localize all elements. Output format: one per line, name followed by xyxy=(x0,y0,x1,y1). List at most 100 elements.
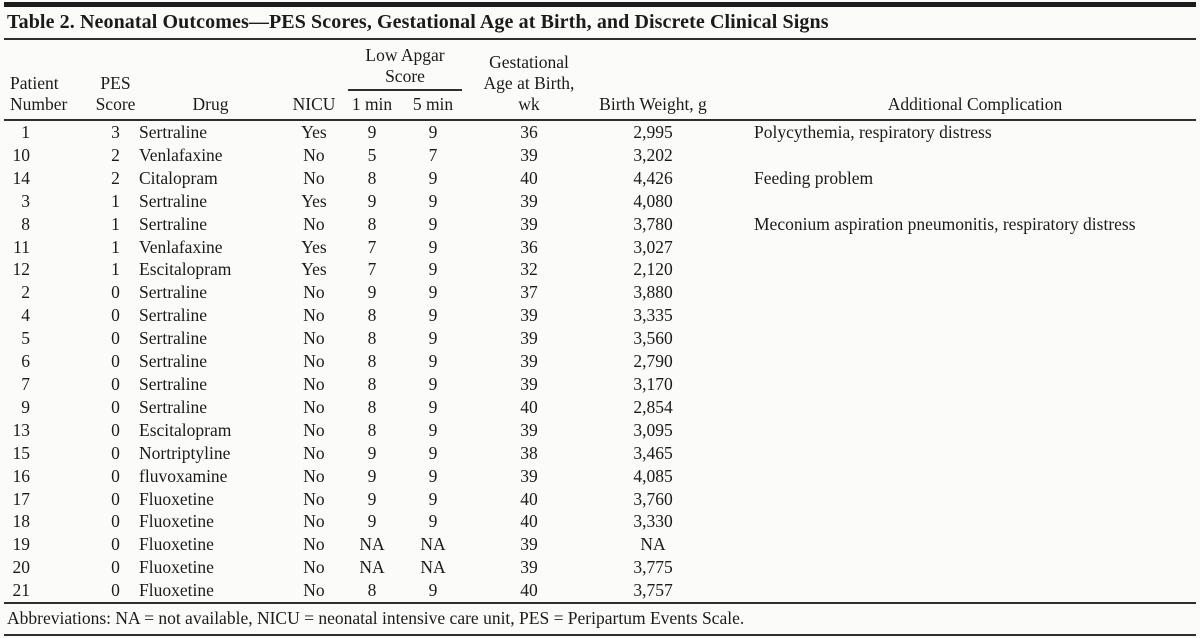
cell-apgar-1min: 9 xyxy=(367,465,377,486)
cell-apgar-1min: 8 xyxy=(367,351,377,372)
table-row: 4 0 Sertraline No 8 9 39 3,335 xyxy=(4,304,1196,327)
column-header-pes-score: PES Score xyxy=(95,73,136,114)
table-row: 12 1 Escitalopram Yes 7 9 32 2,120 xyxy=(4,258,1196,281)
column-header-additional-complication: Additional Complication xyxy=(887,94,1063,114)
table-row: 5 0 Sertraline No 8 9 39 3,560 xyxy=(4,327,1196,350)
cell-birth-weight: 3,335 xyxy=(633,305,673,326)
cell-patient-number: 10 xyxy=(12,144,31,165)
cell-apgar-5min: 9 xyxy=(428,351,438,372)
cell-apgar-5min: NA xyxy=(420,534,446,555)
column-header-apgar-5min: 5 min xyxy=(412,94,454,114)
cell-apgar-1min: 9 xyxy=(367,122,377,142)
cell-apgar-5min: 9 xyxy=(428,488,438,509)
cell-drug: Sertraline xyxy=(139,305,208,326)
cell-patient-number: 4 xyxy=(21,305,30,326)
cell-apgar-5min: NA xyxy=(420,557,446,578)
cell-gestational-age: 39 xyxy=(520,351,538,372)
cell-apgar-5min: 9 xyxy=(428,373,438,394)
column-header-gestational-age: Gestational Age at Birth, wk xyxy=(483,52,575,114)
cell-apgar-5min: 9 xyxy=(428,190,438,211)
neonatal-outcomes-table: Patient Number PES Score Drug NICU Low A… xyxy=(4,40,1196,602)
cell-apgar-1min: 9 xyxy=(367,511,377,532)
cell-drug: Venlafaxine xyxy=(139,144,223,165)
cell-pes-score: 0 xyxy=(111,282,120,303)
cell-nicu: No xyxy=(303,305,325,326)
cell-apgar-1min: 5 xyxy=(367,144,377,165)
cell-drug: Sertraline xyxy=(139,122,208,142)
header-row: Patient Number PES Score Drug NICU Low A… xyxy=(4,40,1196,120)
cell-complication: Feeding problem xyxy=(754,167,874,188)
cell-drug: Sertraline xyxy=(139,351,208,372)
cell-gestational-age: 39 xyxy=(520,328,538,349)
cell-apgar-1min: NA xyxy=(359,557,385,578)
cell-pes-score: 0 xyxy=(111,328,120,349)
cell-complication xyxy=(714,304,1196,327)
cell-nicu: No xyxy=(303,465,325,486)
cell-nicu: No xyxy=(303,373,325,394)
cell-complication xyxy=(714,442,1196,465)
cell-birth-weight: 4,426 xyxy=(633,167,673,188)
cell-nicu: No xyxy=(303,580,325,601)
cell-drug: fluvoxamine xyxy=(139,465,228,486)
cell-apgar-5min: 7 xyxy=(428,144,438,165)
cell-drug: Sertraline xyxy=(139,328,208,349)
table-row: 15 0 Nortriptyline No 9 9 38 3,465 xyxy=(4,442,1196,465)
cell-apgar-5min: 9 xyxy=(428,511,438,532)
cell-birth-weight: 3,760 xyxy=(633,488,673,509)
table-row: 11 1 Venlafaxine Yes 7 9 36 3,027 xyxy=(4,236,1196,259)
cell-pes-score: 0 xyxy=(111,557,120,578)
cell-pes-score: 0 xyxy=(111,465,120,486)
cell-gestational-age: 40 xyxy=(520,488,538,509)
cell-nicu: No xyxy=(303,144,325,165)
cell-birth-weight: 2,120 xyxy=(633,259,673,280)
cell-apgar-1min: 8 xyxy=(367,396,377,417)
cell-pes-score: 0 xyxy=(111,351,120,372)
cell-apgar-1min: 8 xyxy=(367,328,377,349)
cell-apgar-1min: 8 xyxy=(367,373,377,394)
column-header-patient-number: Patient Number xyxy=(10,73,68,114)
cell-nicu: No xyxy=(303,534,325,555)
cell-birth-weight: 2,790 xyxy=(633,351,673,372)
table2-container: Table 2. Neonatal Outcomes—PES Scores, G… xyxy=(4,2,1196,637)
cell-pes-score: 0 xyxy=(111,488,120,509)
cell-complication xyxy=(714,281,1196,304)
cell-gestational-age: 36 xyxy=(520,122,538,142)
cell-apgar-5min: 9 xyxy=(428,465,438,486)
cell-pes-score: 2 xyxy=(111,167,120,188)
cell-apgar-1min: 8 xyxy=(367,213,377,234)
cell-birth-weight: 3,170 xyxy=(633,373,673,394)
cell-patient-number: 13 xyxy=(12,419,31,440)
cell-nicu: No xyxy=(303,328,325,349)
cell-birth-weight: 3,880 xyxy=(633,282,673,303)
cell-gestational-age: 36 xyxy=(520,236,538,257)
cell-patient-number: 12 xyxy=(12,259,31,280)
cell-apgar-1min: 9 xyxy=(367,488,377,509)
cell-drug: Escitalopram xyxy=(139,419,232,440)
cell-nicu: No xyxy=(303,511,325,532)
cell-complication xyxy=(714,258,1196,281)
cell-pes-score: 0 xyxy=(111,511,120,532)
cell-apgar-5min: 9 xyxy=(428,282,438,303)
cell-birth-weight: 3,780 xyxy=(633,213,673,234)
cell-birth-weight: 3,202 xyxy=(633,144,673,165)
table-row: 8 1 Sertraline No 8 9 39 3,780 Meconium aspirati… xyxy=(4,213,1196,236)
table-title: Table 2. Neonatal Outcomes—PES Scores, G… xyxy=(4,7,1196,40)
cell-drug: Sertraline xyxy=(139,282,208,303)
cell-complication xyxy=(714,327,1196,350)
cell-birth-weight: 3,560 xyxy=(633,328,673,349)
table-row: 19 0 Fluoxetine No NA NA 39 NA xyxy=(4,533,1196,556)
cell-apgar-5min: 9 xyxy=(428,419,438,440)
cell-birth-weight: 3,095 xyxy=(633,419,673,440)
table-row: 21 0 Fluoxetine No 8 9 40 3,757 xyxy=(4,579,1196,602)
cell-nicu: Yes xyxy=(301,259,327,280)
cell-pes-score: 3 xyxy=(111,122,120,142)
cell-complication xyxy=(714,419,1196,442)
cell-complication xyxy=(714,144,1196,167)
cell-apgar-5min: 9 xyxy=(428,122,438,142)
cell-drug: Sertraline xyxy=(139,373,208,394)
cell-apgar-1min: 8 xyxy=(367,419,377,440)
cell-birth-weight: 3,465 xyxy=(633,442,673,463)
cell-gestational-age: 39 xyxy=(520,213,538,234)
cell-nicu: Yes xyxy=(301,122,327,142)
